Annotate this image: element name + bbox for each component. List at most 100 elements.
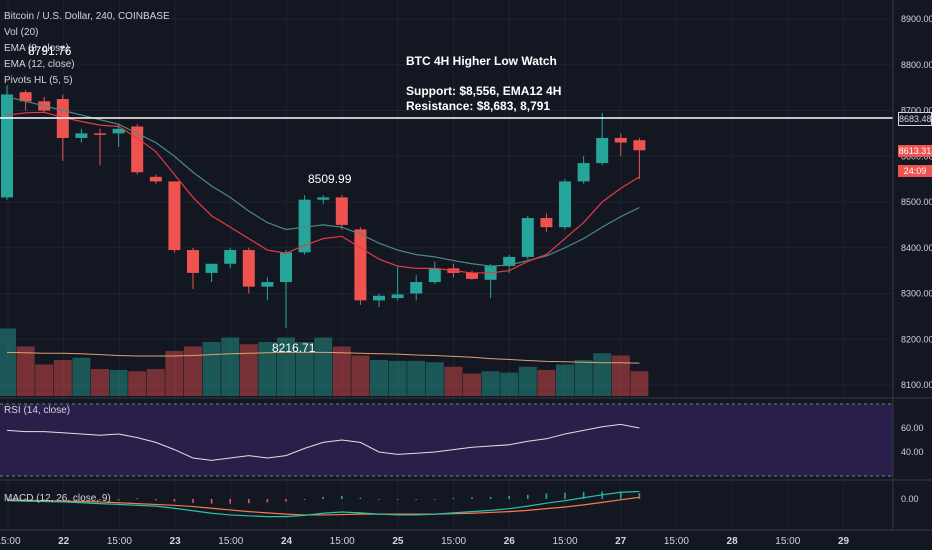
legend-pivots: Pivots HL (5, 5)	[4, 75, 73, 86]
legend-ema-12: EMA (12, close)	[4, 59, 75, 70]
pivot-low-label: 8216.71	[272, 341, 316, 355]
time-axis: 15:00 22 15:00 23 15:00 24 15:00 25 15:00 26 15:00…	[0, 536, 849, 547]
time-tick-label: 15:00	[0, 536, 21, 547]
macd-histogram-bar	[545, 493, 548, 499]
macd-histogram-bar	[117, 499, 120, 501]
price-tick-label: 8200.00	[901, 334, 932, 344]
macd-histogram-bar	[471, 497, 473, 499]
annotation-support: Support: $8,556, EMA12 4H	[406, 84, 562, 98]
time-tick-label: 15:00	[107, 536, 132, 547]
volume-bar	[314, 337, 333, 396]
macd-histogram-bar	[415, 499, 417, 500]
volume-bar	[388, 360, 407, 396]
candles	[1, 85, 646, 328]
candle-body	[503, 256, 516, 267]
macd-tick-label: 0.00	[901, 494, 919, 504]
time-tick-label: 22	[58, 536, 70, 547]
candle-body	[317, 197, 330, 200]
candle-body	[633, 140, 646, 151]
volume-bar	[239, 344, 258, 396]
candle-body	[391, 294, 404, 299]
rsi-band	[0, 404, 893, 476]
macd-histogram-bar	[24, 498, 27, 499]
time-tick-label: 27	[615, 536, 627, 547]
volume-bar	[593, 353, 612, 396]
time-tick-label: 15:00	[218, 536, 243, 547]
price-tick-label: 8500.00	[901, 197, 932, 207]
time-tick-label: 26	[504, 536, 516, 547]
legend-rsi: RSI (14, close)	[4, 405, 71, 416]
macd-histogram-bar	[62, 499, 64, 500]
volume-bar	[611, 355, 630, 396]
macd-histogram-bar	[136, 498, 138, 499]
legend-volume: Vol (20)	[4, 27, 39, 38]
candle-body	[373, 295, 385, 301]
macd-histogram-bar	[229, 499, 231, 504]
macd-histogram-bar	[489, 496, 492, 499]
legend-ema-8: EMA (8, close)	[4, 43, 70, 54]
candle-body	[577, 163, 590, 182]
macd-histogram-bar	[452, 498, 455, 499]
macd-histogram-bar	[43, 499, 45, 500]
macd-histogram-bar	[173, 499, 176, 502]
volume-bar	[91, 369, 109, 396]
volume-bar	[630, 371, 649, 396]
candle-body	[596, 137, 609, 164]
candle-body	[131, 126, 144, 173]
candle-body	[224, 250, 237, 264]
volume-bar	[128, 371, 147, 396]
macd-histogram-bar	[6, 498, 8, 499]
candle-body	[410, 282, 423, 294]
macd-histogram-bar	[266, 499, 269, 503]
macd-histogram-bar	[434, 499, 436, 500]
candle-body	[168, 181, 181, 251]
volume-bar	[574, 360, 593, 396]
candle-body	[1, 94, 13, 198]
candle-body	[428, 268, 441, 283]
candle-body	[149, 176, 162, 182]
volume-ma-line	[6, 351, 640, 364]
volume-bar	[370, 360, 388, 396]
volume-bar	[444, 366, 463, 396]
volume-bar	[518, 366, 537, 396]
volume-bar	[332, 346, 351, 396]
volume-bar	[500, 372, 519, 396]
macd-histogram-bar	[582, 491, 585, 499]
macd-histogram-bar	[508, 496, 510, 499]
macd-histogram-bar	[396, 499, 399, 500]
volume-bar	[556, 364, 574, 396]
volume-bar	[407, 360, 426, 396]
time-tick-label: 23	[170, 536, 182, 547]
candle-body	[19, 92, 32, 102]
pivot-high-label-2: 8509.99	[308, 172, 352, 186]
volume-bar	[184, 346, 202, 396]
price-tick-label: 8300.00	[901, 289, 932, 299]
ema-8-line	[6, 111, 640, 274]
candle-body	[187, 250, 199, 273]
annotation-title: BTC 4H Higher Low Watch	[406, 54, 557, 68]
price-tick-label: 8700.00	[901, 106, 932, 116]
candle-body	[112, 128, 125, 134]
macd-signal-line	[6, 496, 640, 516]
volume-bar	[221, 337, 240, 396]
volume-bar	[16, 346, 35, 396]
price-tick-label: 8400.00	[901, 243, 932, 253]
macd-histogram-bar	[341, 496, 343, 499]
candle-body	[559, 181, 571, 228]
countdown-badge: 24:09	[898, 165, 932, 177]
candle-body	[298, 199, 311, 253]
volume-bar	[53, 360, 72, 396]
time-tick-label: 15:00	[330, 536, 355, 547]
candle-body	[540, 218, 553, 228]
macd-histogram-bar	[322, 496, 324, 499]
candle-body	[75, 133, 88, 138]
candle-body	[354, 229, 367, 301]
price-tick-label: 8900.00	[901, 14, 932, 24]
candle-body	[242, 250, 255, 287]
volume-bar	[109, 369, 128, 396]
volume-bar	[146, 369, 165, 396]
time-tick-label: 25	[392, 536, 404, 547]
rsi-tick-label: 60.00	[901, 423, 924, 433]
candle-body	[261, 282, 274, 287]
